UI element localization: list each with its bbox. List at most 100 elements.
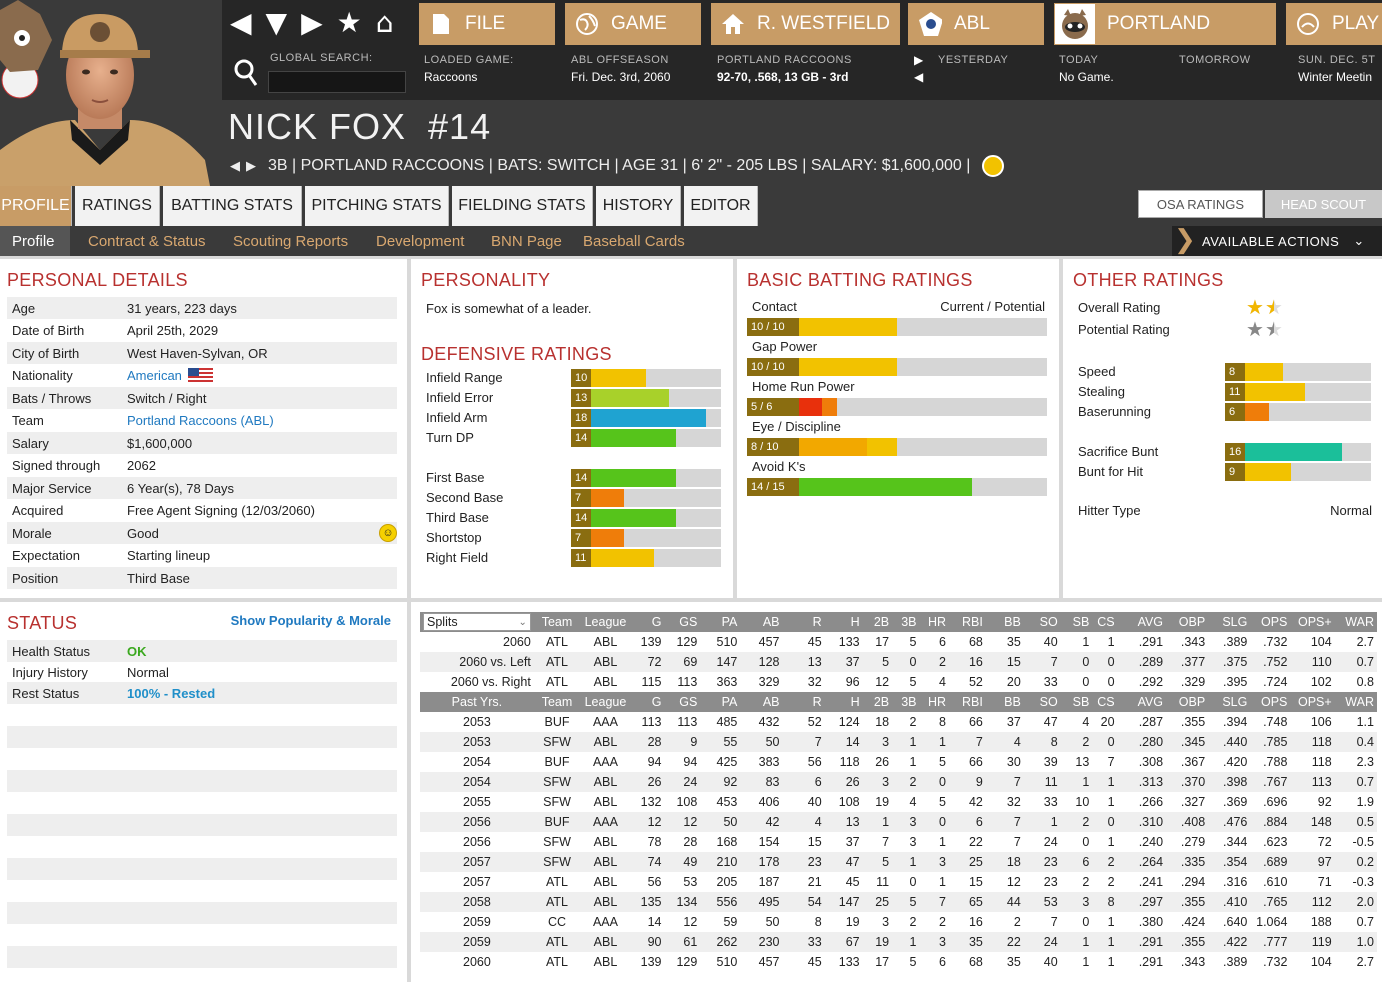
- stats-column-header[interactable]: AVG: [1118, 692, 1166, 712]
- stats-column-header[interactable]: PA: [700, 692, 740, 712]
- league-tab[interactable]: ABL: [908, 3, 1044, 45]
- dropdown-arrow-icon[interactable]: ▼: [266, 6, 288, 40]
- stats-cell: 22: [949, 832, 986, 852]
- stats-cell: ATL: [534, 892, 580, 912]
- stats-column-header[interactable]: OPS+: [1290, 692, 1334, 712]
- stats-cell: 52: [949, 672, 986, 692]
- stats-column-header[interactable]: R: [783, 692, 825, 712]
- stats-column-header[interactable]: AVG: [1118, 612, 1166, 632]
- stats-cell: 0.4: [1335, 732, 1377, 752]
- stats-column-header[interactable]: OBP: [1166, 612, 1208, 632]
- defensive-rating-label: Infield Error: [426, 390, 493, 405]
- stats-column-header[interactable]: 2B: [863, 612, 893, 632]
- stats-column-header[interactable]: R: [783, 612, 825, 632]
- subtab-scouting-reports[interactable]: Scouting Reports: [233, 226, 348, 256]
- yesterday-label[interactable]: YESTERDAY: [938, 52, 1008, 69]
- stats-column-header[interactable]: HR: [920, 692, 950, 712]
- stats-column-header[interactable]: 3B: [892, 612, 919, 632]
- detail-value: Third Base: [127, 571, 397, 586]
- stats-column-header[interactable]: G: [631, 612, 665, 632]
- stats-column-header[interactable]: 2B: [863, 692, 893, 712]
- subtab-bnn-page[interactable]: BNN Page: [491, 226, 562, 256]
- stats-column-header[interactable]: H: [825, 692, 863, 712]
- stats-cell: 0: [892, 652, 919, 672]
- detail-value[interactable]: American: [127, 368, 182, 383]
- personal-details-panel: PERSONAL DETAILS Age 31 years, 223 days Da…: [0, 259, 407, 598]
- stats-column-header[interactable]: SB: [1061, 692, 1093, 712]
- global-search-input[interactable]: [268, 71, 406, 93]
- available-actions-button[interactable]: AVAILABLE ACTIONS ⌄: [1172, 226, 1382, 256]
- stats-column-header[interactable]: CS: [1092, 692, 1117, 712]
- game-tab[interactable]: GAME: [565, 3, 701, 45]
- subtab-baseball-cards[interactable]: Baseball Cards: [583, 226, 685, 256]
- search-icon[interactable]: [233, 58, 259, 88]
- forward-arrow-icon[interactable]: ▶: [301, 6, 323, 40]
- stats-column-header[interactable]: WAR: [1335, 692, 1377, 712]
- file-tab[interactable]: FILE: [419, 3, 555, 45]
- stats-column-header[interactable]: PA: [700, 612, 740, 632]
- stats-column-header[interactable]: G: [631, 692, 665, 712]
- team-tab[interactable]: PORTLAND: [1054, 3, 1276, 45]
- stats-column-header[interactable]: GS: [664, 692, 700, 712]
- stats-column-header[interactable]: SLG: [1208, 692, 1250, 712]
- stats-column-header[interactable]: RBI: [949, 612, 986, 632]
- stats-column-header[interactable]: H: [825, 612, 863, 632]
- baseball-icon[interactable]: [982, 155, 1004, 177]
- prev-player-icon[interactable]: ◀: [230, 159, 240, 174]
- stats-cell: 108: [664, 792, 700, 812]
- home-icon[interactable]: ⌂: [376, 6, 394, 40]
- manager-tab[interactable]: R. WESTFIELD: [711, 3, 900, 45]
- stats-column-header[interactable]: League: [580, 692, 631, 712]
- osa-ratings-toggle[interactable]: OSA RATINGS: [1138, 190, 1263, 218]
- stats-column-header[interactable]: BB: [986, 612, 1024, 632]
- splits-select-box[interactable]: Splits ⌄: [423, 613, 531, 631]
- head-scout-toggle[interactable]: HEAD SCOUT: [1265, 190, 1382, 218]
- splits-select[interactable]: Splits ⌄: [420, 612, 534, 632]
- stats-column-header[interactable]: Team: [534, 612, 580, 632]
- tab-ratings[interactable]: RATINGS: [75, 186, 160, 226]
- stats-column-header[interactable]: OPS: [1250, 692, 1290, 712]
- stats-cell: .354: [1208, 852, 1250, 872]
- play-tab[interactable]: PLAY: [1286, 3, 1382, 45]
- stats-column-header[interactable]: BB: [986, 692, 1024, 712]
- stats-column-header[interactable]: HR: [920, 612, 950, 632]
- detail-value: Starting lineup: [127, 548, 397, 563]
- stats-column-header[interactable]: WAR: [1335, 612, 1377, 632]
- show-popularity-morale-link[interactable]: Show Popularity & Morale: [231, 613, 391, 628]
- favorite-star-icon[interactable]: ★: [337, 6, 362, 40]
- stats-cell: 178: [740, 852, 782, 872]
- stats-column-header[interactable]: SLG: [1208, 612, 1250, 632]
- stats-column-header[interactable]: CS: [1092, 612, 1117, 632]
- tab-fielding-stats[interactable]: FIELDING STATS: [452, 186, 593, 226]
- tab-history[interactable]: HISTORY: [596, 186, 681, 226]
- date-nav-arrows[interactable]: ▶ ◀: [914, 52, 923, 86]
- tab-batting-stats[interactable]: BATTING STATS: [163, 186, 302, 226]
- stats-column-header[interactable]: AB: [740, 692, 782, 712]
- subtab-profile[interactable]: Profile: [0, 226, 70, 256]
- stats-column-header[interactable]: SO: [1024, 612, 1061, 632]
- stats-column-header[interactable]: SO: [1024, 692, 1061, 712]
- stats-cell: 210: [700, 852, 740, 872]
- next-player-icon[interactable]: ▶: [246, 159, 256, 174]
- stats-column-header[interactable]: Team: [534, 692, 580, 712]
- stats-column-header[interactable]: OPS: [1250, 612, 1290, 632]
- stats-cell: 78: [631, 832, 665, 852]
- stats-column-header[interactable]: GS: [664, 612, 700, 632]
- stats-column-header[interactable]: 3B: [892, 692, 919, 712]
- subtab-contract-status[interactable]: Contract & Status: [88, 226, 206, 256]
- tab-profile[interactable]: PROFILE: [0, 186, 72, 226]
- stats-column-header[interactable]: AB: [740, 612, 782, 632]
- stats-column-header[interactable]: OBP: [1166, 692, 1208, 712]
- subtab-development[interactable]: Development: [376, 226, 464, 256]
- stats-column-header[interactable]: League: [580, 612, 631, 632]
- stats-column-header[interactable]: RBI: [949, 692, 986, 712]
- stats-column-header[interactable]: SB: [1061, 612, 1093, 632]
- back-arrow-icon[interactable]: ◀: [230, 6, 252, 40]
- tab-editor[interactable]: EDITOR: [684, 186, 758, 226]
- tab-pitching-stats[interactable]: PITCHING STATS: [305, 186, 449, 226]
- detail-value[interactable]: Portland Raccoons (ABL): [127, 413, 274, 428]
- stats-cell: 113: [1290, 772, 1334, 792]
- stats-column-header[interactable]: OPS+: [1290, 612, 1334, 632]
- batting-ratings-panel: BASIC BATTING RATINGS Current / Potentia…: [737, 259, 1059, 598]
- tomorrow-label[interactable]: TOMORROW: [1179, 52, 1251, 69]
